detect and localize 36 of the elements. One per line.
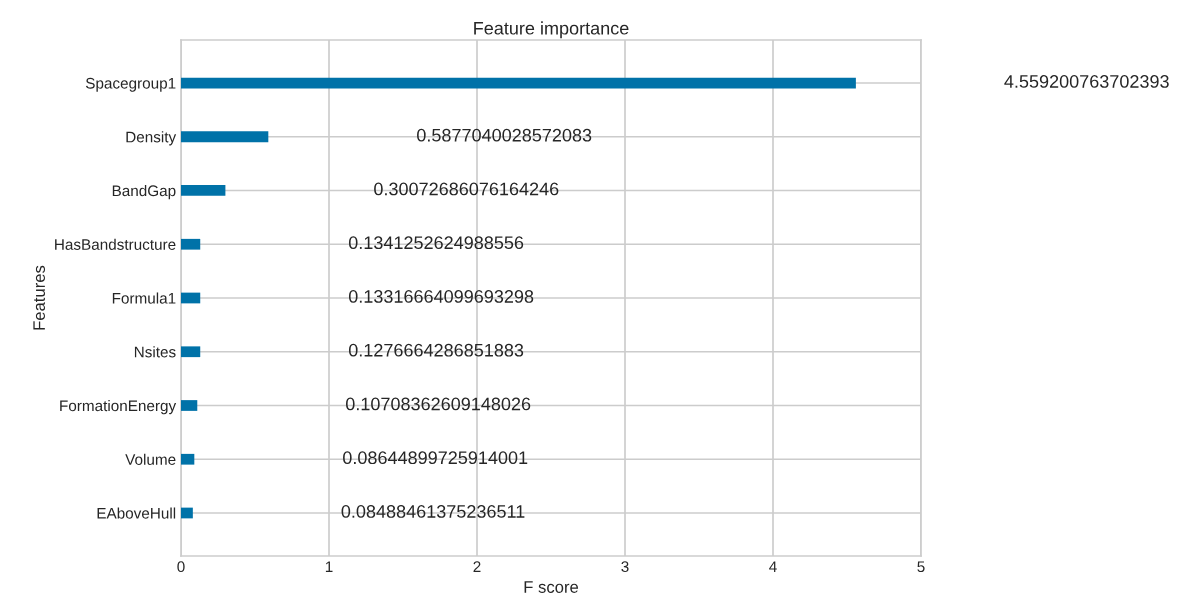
annotation: 0.08644899725914001 — [343, 451, 528, 465]
bar — [181, 292, 201, 304]
text: 4.559200763702393 — [1004, 75, 1169, 88]
x-tick-label: 5 — [917, 561, 925, 573]
bar — [181, 77, 856, 89]
x-tick-label: 3 — [621, 561, 629, 573]
y-tick-label: HasBandstructure — [55, 238, 176, 250]
bar — [181, 238, 201, 250]
x-tick-label: 2 — [473, 561, 481, 572]
annotation: 0.30072686076164246 — [374, 182, 559, 196]
bar — [181, 185, 226, 196]
annotation: 0.1276664286851883 — [348, 343, 524, 357]
y-tick-label: EAboveHull — [97, 507, 176, 519]
y-tick-label: Volume — [125, 453, 176, 465]
y-tick-label: Nsites — [134, 346, 176, 358]
annotation: 0.10708362609148026 — [345, 397, 531, 411]
x-tick-label: 0 — [177, 561, 185, 573]
bar — [181, 453, 195, 465]
x-tick-label: 1 — [325, 561, 333, 572]
y-tick-label: Spacegroup1 — [85, 77, 176, 92]
bar — [181, 131, 269, 143]
y-tick-label: FormationEnergy — [60, 399, 177, 415]
y-axis-title: Features — [33, 265, 46, 330]
chart-title: Feature importance — [474, 21, 629, 39]
bar — [181, 507, 193, 519]
y-tick-label: Formula1 — [112, 292, 176, 304]
annotation: 0.5877040028572083 — [417, 128, 592, 142]
annotation: 0.08488461375236511 — [341, 505, 525, 518]
y-tick-label: BandGap — [112, 184, 176, 200]
bar — [181, 400, 198, 411]
annotation: 0.13316664099693298 — [348, 290, 534, 303]
x-axis-title: F score — [524, 581, 579, 593]
bar — [181, 346, 201, 358]
y-tick-label: Density — [126, 131, 177, 146]
annotation: 0.1341252624988556 — [348, 236, 524, 250]
x-tick-label: 4 — [769, 561, 777, 572]
